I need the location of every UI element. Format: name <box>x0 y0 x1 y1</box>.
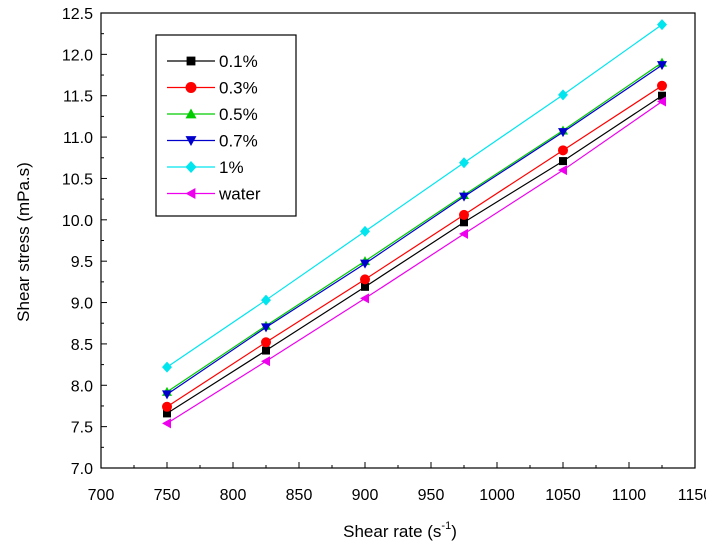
legend-marker <box>186 56 196 66</box>
series-1 <box>162 80 667 412</box>
series-line <box>166 101 663 424</box>
data-point <box>459 228 468 239</box>
data-point <box>360 225 370 237</box>
x-tick-label: 1150 <box>678 487 706 504</box>
x-tick-label: 950 <box>418 487 445 504</box>
series-0 <box>163 91 666 418</box>
data-point <box>558 165 567 176</box>
data-point <box>460 218 468 227</box>
legend-label: 0.1% <box>219 52 258 71</box>
series-line <box>166 24 663 368</box>
data-point <box>657 19 667 31</box>
legend-item: 0.7% <box>167 132 258 151</box>
legend-item: 0.3% <box>167 79 258 98</box>
legend-item: 0.1% <box>167 52 258 71</box>
data-point <box>558 89 568 101</box>
legend-box <box>155 34 297 217</box>
legend-marker <box>185 188 196 199</box>
legend-label: water <box>218 185 261 204</box>
x-tick-label: 850 <box>286 487 313 504</box>
x-axis-label-close: ) <box>451 522 457 541</box>
y-tick-label: 9.5 <box>71 254 93 271</box>
y-tick-label: 7.0 <box>71 461 93 478</box>
x-tick-label: 900 <box>352 487 379 504</box>
series-line <box>166 95 663 414</box>
data-point <box>360 259 370 269</box>
legend-marker <box>185 82 197 93</box>
legend-item: 0.5% <box>167 105 258 124</box>
y-tick-label: 10.5 <box>62 171 93 188</box>
x-axis-label-text: Shear rate (s <box>343 522 441 541</box>
data-point <box>559 157 567 166</box>
data-point <box>261 337 271 348</box>
data-point <box>558 145 568 156</box>
legend-marker <box>185 160 197 174</box>
legend-marker <box>185 136 197 146</box>
legend-item: water <box>167 185 261 204</box>
data-point <box>657 80 667 91</box>
series-5 <box>162 96 666 429</box>
legend-label: 0.3% <box>219 79 258 98</box>
legend-marker <box>185 108 197 119</box>
x-tick-label: 1050 <box>545 487 581 504</box>
data-point <box>162 390 172 400</box>
x-tick-label: 1100 <box>612 487 647 504</box>
data-point <box>459 192 469 202</box>
x-tick-label: 1000 <box>479 487 515 504</box>
x-tick-label: 700 <box>88 487 115 504</box>
y-tick-label: 12.0 <box>62 47 93 64</box>
series-4 <box>162 19 667 373</box>
data-point <box>658 91 666 100</box>
data-point <box>261 294 271 306</box>
x-tick-label: 800 <box>220 487 247 504</box>
y-tick-label: 8.5 <box>71 337 93 354</box>
series-line <box>166 62 663 393</box>
y-tick-label: 7.5 <box>71 420 93 437</box>
series-line <box>166 64 663 395</box>
y-tick-label: 11.0 <box>63 130 93 147</box>
data-point <box>261 356 270 367</box>
y-tick-label: 9.0 <box>71 296 93 313</box>
data-point <box>558 128 568 138</box>
data-point <box>459 209 469 220</box>
x-tick-label: 750 <box>154 487 181 504</box>
data-point <box>261 323 271 333</box>
data-point <box>360 274 370 285</box>
y-axis: 7.0 7.5 8.0 8.5 9.0 9.5 10.0 10.5 11.0 11.5 12.0 12… <box>62 6 107 478</box>
y-tick-label: 11.5 <box>63 89 93 106</box>
data-point <box>657 96 666 107</box>
series-line <box>166 85 663 408</box>
legend-label: 1% <box>219 158 244 177</box>
x-axis: 700 750 800 850 900 950 1000 1050 1100 1150 <box>88 462 706 504</box>
series-3 <box>162 61 667 400</box>
data-point <box>657 61 667 71</box>
y-tick-label: 10.0 <box>62 213 93 230</box>
x-axis-label-superscript: -1 <box>441 520 451 532</box>
data-point <box>163 409 171 418</box>
x-axis-label: Shear rate (s-1) <box>343 520 457 541</box>
y-tick-label: 8.0 <box>71 378 93 395</box>
legend: 0.1% 0.3% 0.5% 0.7% 1% water <box>155 34 297 217</box>
data-point <box>360 293 369 304</box>
data-point <box>262 346 270 355</box>
data-point <box>162 401 172 412</box>
legend-label: 0.7% <box>219 132 258 151</box>
data-point <box>459 157 469 169</box>
y-axis-label: Shear stress (mPa.s) <box>14 162 33 322</box>
series-layer <box>162 19 667 429</box>
data-point <box>162 361 172 373</box>
y-tick-label: 12.5 <box>62 6 93 23</box>
legend-item: 1% <box>167 158 244 177</box>
legend-label: 0.5% <box>219 105 258 124</box>
data-point <box>361 282 369 291</box>
data-point <box>162 418 171 429</box>
